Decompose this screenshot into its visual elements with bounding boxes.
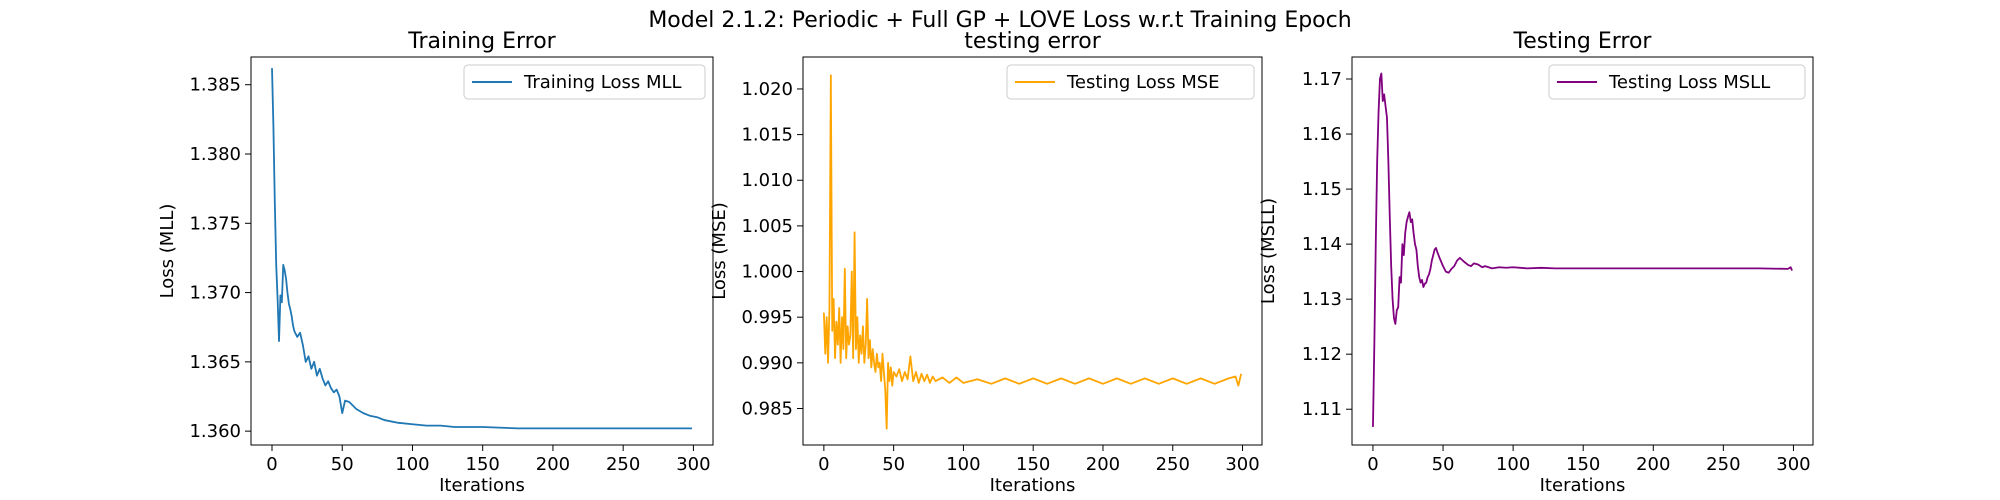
y-tick-label: 0.990 [741, 353, 793, 374]
y-tick-label: 1.370 [189, 283, 241, 304]
y-tick-label: 1.375 [189, 213, 241, 234]
y-tick-label: 1.16 [1302, 124, 1342, 145]
y-tick-label: 1.385 [189, 75, 241, 96]
x-tick-label: 150 [1566, 454, 1600, 475]
y-tick-label: 1.020 [741, 79, 793, 100]
series-line [1372, 72, 1793, 427]
x-tick-label: 300 [676, 454, 710, 475]
chart-title: Testing Error [1513, 29, 1653, 54]
x-tick-label: 200 [536, 454, 570, 475]
series-line [271, 68, 692, 430]
x-tick-label: 200 [1636, 454, 1670, 475]
x-tick-label: 0 [1367, 454, 1378, 475]
x-axis-label: Iterations [990, 475, 1076, 496]
y-tick-label: 0.985 [741, 398, 793, 419]
x-tick-label: 100 [1496, 454, 1530, 475]
x-axis-label: Iterations [439, 475, 525, 496]
x-tick-label: 150 [1016, 454, 1050, 475]
y-tick-label: 1.360 [189, 421, 241, 442]
x-tick-label: 250 [1706, 454, 1740, 475]
x-tick-label: 0 [266, 454, 277, 475]
y-axis-label: Loss (MSE) [709, 202, 730, 300]
x-tick-label: 200 [1086, 454, 1120, 475]
chart-panel-3: Testing Error 0 50 100 150 200 250 300 1.11 1.12 1… [1258, 29, 1814, 496]
y-tick-label: 1.14 [1302, 234, 1342, 255]
x-axis-label: Iterations [1540, 475, 1626, 496]
y-tick-label: 1.015 [741, 125, 793, 146]
x-tick-label: 150 [466, 454, 500, 475]
y-tick-label: 1.380 [189, 144, 241, 165]
chart-panels: Training Error 0 50 100 150 200 250 300 1.360 1.3… [157, 29, 1814, 496]
legend: Training Loss MLL [463, 64, 706, 100]
y-tick-label: 1.365 [189, 352, 241, 373]
plot-frame [1351, 56, 1814, 446]
y-tick-label: 0.995 [741, 307, 793, 328]
legend-label: Testing Loss MSLL [1608, 72, 1770, 93]
x-tick-label: 50 [882, 454, 905, 475]
y-tick-label: 1.13 [1302, 289, 1342, 310]
y-tick-label: 1.005 [741, 216, 793, 237]
series-line [822, 74, 1243, 430]
y-tick-label: 1.010 [741, 170, 793, 191]
legend-label: Training Loss MLL [523, 72, 682, 93]
chart-title: Training Error [407, 29, 556, 54]
x-tick-label: 0 [818, 454, 829, 475]
x-tick-label: 250 [606, 454, 640, 475]
x-tick-label: 100 [395, 454, 429, 475]
x-tick-label: 50 [1432, 454, 1455, 475]
y-tick-label: 1.11 [1302, 399, 1342, 420]
x-tick-label: 300 [1776, 454, 1810, 475]
y-tick-label: 1.15 [1302, 179, 1342, 200]
legend: Testing Loss MSE [1006, 64, 1255, 100]
legend-box [1548, 64, 1806, 100]
chart-title: testing error [964, 29, 1101, 54]
x-tick-label: 250 [1156, 454, 1190, 475]
chart-panel-2: testing error 0 50 100 150 200 250 300 0.985 0.99… [709, 29, 1263, 496]
y-tick-label: 1.12 [1302, 344, 1342, 365]
legend-label: Testing Loss MSE [1066, 72, 1220, 93]
plot-frame [802, 56, 1263, 446]
legend-box [1006, 64, 1255, 100]
legend-box [463, 64, 706, 100]
chart-panel-1: Training Error 0 50 100 150 200 250 300 1.360 1.3… [157, 29, 714, 496]
x-tick-label: 100 [946, 454, 980, 475]
x-tick-label: 50 [331, 454, 354, 475]
y-axis-label: Loss (MSLL) [1258, 198, 1279, 304]
y-tick-label: 1.17 [1302, 69, 1342, 90]
figure-suptitle: Model 2.1.2: Periodic + Full GP + LOVE L… [648, 8, 1351, 33]
plot-frame [250, 56, 714, 446]
y-tick-label: 1.000 [741, 262, 793, 283]
y-axis-label: Loss (MLL) [157, 204, 178, 299]
legend: Testing Loss MSLL [1548, 64, 1806, 100]
x-tick-label: 300 [1225, 454, 1259, 475]
